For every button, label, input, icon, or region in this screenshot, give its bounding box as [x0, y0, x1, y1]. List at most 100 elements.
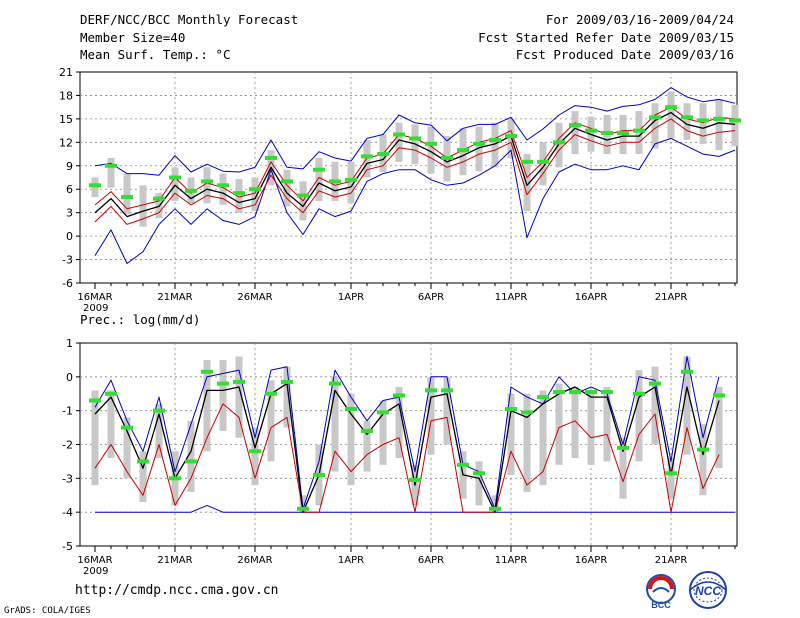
temp-obs-marker	[329, 179, 341, 184]
temp-obs-marker	[297, 193, 309, 198]
prec-spread-bar	[715, 386, 723, 469]
temp-spread-bar	[203, 167, 211, 204]
prec-spread-bar	[299, 495, 307, 513]
temp-obs-marker	[665, 105, 677, 110]
prec-spread-bar	[331, 376, 339, 472]
prec-spread-bar	[667, 458, 675, 499]
temp-spread-bar	[683, 103, 691, 140]
prec-ytick-label: -4	[62, 506, 73, 519]
temp-obs-marker	[345, 177, 357, 182]
prec-obs-marker	[329, 381, 341, 386]
prec-xtick-label: 11APR	[495, 555, 528, 566]
prec-spread-bar	[539, 390, 547, 486]
prec-xtick-label: 21MAR	[157, 555, 192, 566]
temp-obs-marker	[633, 128, 645, 133]
prec-year-label: 2009	[83, 566, 108, 577]
prec-spread-bar	[699, 424, 707, 496]
temp-obs-marker	[313, 167, 325, 172]
temp-upper-envelope	[94, 87, 736, 176]
temp-spread-bar	[667, 91, 675, 139]
temp-lower-spread	[94, 118, 736, 225]
temp-obs-marker	[409, 136, 421, 141]
prec-obs-marker	[617, 445, 629, 450]
temp-spread-bar	[315, 157, 323, 201]
temp-obs-marker	[505, 134, 517, 139]
prec-xtick-label: 6APR	[418, 555, 444, 566]
temp-obs-marker	[217, 183, 229, 188]
temp-xtick-label: 1APR	[338, 292, 364, 303]
temp-spread-bar	[555, 122, 563, 168]
temp-spread-bar	[107, 157, 115, 188]
temp-spread-bar	[699, 103, 707, 144]
temp-spread-bar	[123, 173, 131, 215]
prec-spread-bar	[395, 386, 403, 459]
member-size: Member Size=40	[80, 30, 186, 45]
temp-ytick-label: 0	[66, 230, 73, 243]
prec-spread-bar	[251, 427, 259, 486]
temp-obs-marker	[521, 159, 533, 164]
ncc-logo-text: NCC	[695, 584, 721, 598]
variable-label: Mean Surf. Temp.: °C	[80, 47, 231, 62]
prec-spread-bar	[603, 386, 611, 462]
prec-spread-bar	[139, 451, 147, 503]
prec-ytick-label: -1	[62, 405, 73, 418]
temp-ytick-label: 12	[59, 136, 73, 149]
prec-xtick-label: 1APR	[338, 555, 364, 566]
temp-obs-marker	[681, 115, 693, 120]
temp-ytick-label: -3	[62, 254, 73, 267]
prec-obs-marker	[505, 406, 517, 411]
prec-obs-marker	[377, 410, 389, 415]
temp-spread-bar	[715, 99, 723, 151]
temp-xtick-label: 16MAR	[77, 292, 112, 303]
prec-xtick-label: 16APR	[575, 555, 608, 566]
prec-obs-marker	[393, 393, 405, 398]
prec-obs-marker	[313, 472, 325, 477]
prec-upper-envelope	[94, 356, 720, 510]
prec-spread-bar	[443, 376, 451, 445]
prec-spread-bar	[283, 366, 291, 428]
prec-obs-marker	[201, 369, 213, 374]
temp-obs-marker	[585, 128, 597, 133]
temp-obs-marker	[441, 155, 453, 160]
prec-obs-marker	[713, 393, 725, 398]
temp-obs-marker	[185, 188, 197, 193]
temp-spread-bar	[395, 122, 403, 162]
temp-xtick-label: 11APR	[495, 292, 528, 303]
prec-spread-bar	[571, 386, 579, 459]
temp-spread-bar	[491, 122, 499, 168]
temp-obs-marker	[265, 155, 277, 160]
prec-spread-bar	[123, 417, 131, 479]
prec-ytick-label: 1	[66, 337, 73, 350]
prec-spread-bar	[155, 403, 163, 459]
temp-obs-marker	[281, 179, 293, 184]
temp-ytick-label: 3	[66, 207, 73, 220]
temp-obs-marker	[201, 179, 213, 184]
temp-year-label: 2009	[83, 303, 108, 314]
temp-obs-marker	[233, 191, 245, 196]
prec-spread-bar	[619, 437, 627, 499]
prec-obs-marker	[89, 398, 101, 403]
prec-spread-bar	[427, 376, 435, 455]
bcc-logo-text: BCC	[651, 600, 671, 610]
prec-obs-marker	[217, 381, 229, 386]
grads-credit: GrADS: COLA/IGES	[4, 606, 91, 616]
temp-spread-bar	[731, 104, 739, 147]
prec-lower-spread	[94, 403, 720, 513]
prec-obs-marker	[105, 391, 117, 396]
forecast-started: Fcst Started Refer Date 2009/03/15	[478, 30, 734, 45]
temp-obs-marker	[553, 140, 565, 145]
source-url[interactable]: http://cmdp.ncc.cma.gov.cn	[75, 583, 279, 598]
temp-obs-marker	[361, 154, 373, 159]
temp-ytick-label: 6	[66, 183, 73, 196]
temp-obs-marker	[169, 175, 181, 180]
temp-obs-marker	[489, 137, 501, 142]
temp-obs-marker	[569, 123, 581, 128]
temp-spread-bar	[651, 103, 659, 149]
prec-obs-marker	[409, 478, 421, 483]
prec-obs-marker	[137, 459, 149, 464]
prec-spread-bar	[635, 370, 643, 462]
temp-ytick-label: 15	[59, 113, 73, 126]
prec-obs-marker	[649, 381, 661, 386]
prec-ytick-label: -3	[62, 472, 73, 485]
prec-spread-bar	[651, 366, 659, 445]
